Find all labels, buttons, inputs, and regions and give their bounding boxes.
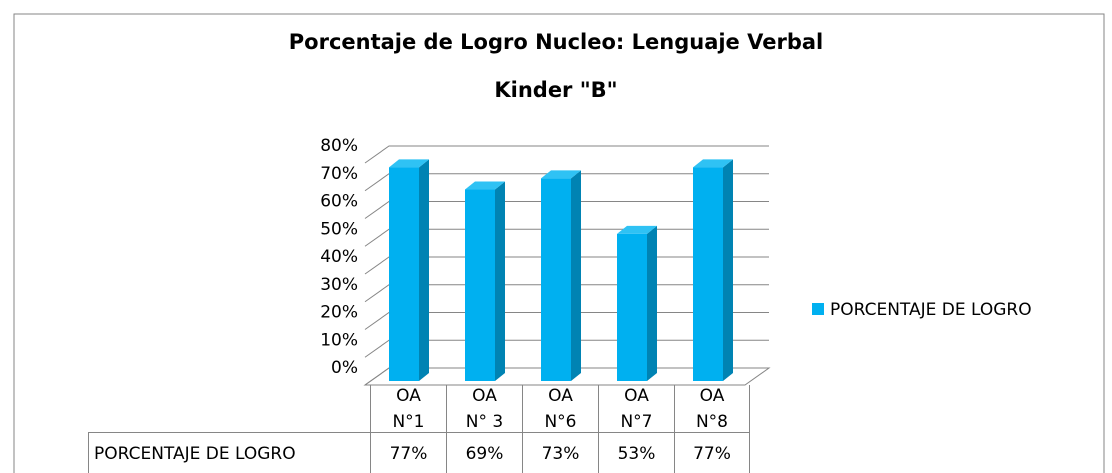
y-tick-label: 60%: [320, 192, 358, 212]
bar-top: [389, 159, 429, 168]
bar: [617, 233, 647, 381]
legend-swatch: [812, 303, 824, 315]
bar-side: [647, 225, 657, 381]
y-tick-label: 50%: [320, 219, 358, 239]
bar: [541, 178, 571, 381]
chart-subtitle: Kinder "B": [494, 78, 617, 102]
category-cell: OA N°1: [370, 385, 446, 432]
bar: [389, 167, 419, 381]
y-tick-label: 20%: [320, 303, 358, 323]
x-tick-label: OA N° 3: [465, 385, 504, 432]
bar-side: [723, 159, 733, 381]
legend-label: PORCENTAJE DE LOGRO: [830, 300, 1032, 320]
chart-title: Porcentaje de Logro Nucleo: Lenguaje Ver…: [289, 30, 823, 54]
x-tick-label: OA N°6: [544, 385, 577, 432]
bar-side: [571, 170, 581, 381]
value-label: 77%: [370, 432, 446, 473]
x-tick-label: OA N°8: [695, 385, 729, 432]
y-tick-label: 0%: [331, 358, 358, 378]
bar-top: [465, 181, 505, 190]
bar: [693, 167, 723, 381]
value-label: 69%: [446, 432, 522, 473]
value-label: 53%: [598, 432, 674, 473]
category-cell: OA N° 3: [446, 385, 522, 432]
x-tick-label: OA N°7: [620, 385, 653, 432]
y-tick-label: 30%: [320, 275, 358, 295]
category-cell: OA N°8: [674, 385, 750, 432]
bar-side: [419, 159, 429, 381]
bar-top: [693, 159, 733, 168]
y-tick-label: 40%: [320, 247, 358, 267]
value-label: 73%: [522, 432, 598, 473]
category-cell: OA N°6: [522, 385, 598, 432]
y-tick-label: 10%: [320, 330, 358, 350]
grid-line: [364, 145, 769, 164]
bar-top: [617, 225, 657, 234]
bar-top: [541, 170, 581, 179]
y-tick-label: 70%: [320, 164, 358, 184]
table-row-label: PORCENTAJE DE LOGRO: [88, 432, 370, 473]
bar-side: [495, 181, 505, 381]
value-label: 77%: [674, 432, 750, 473]
x-tick-label: OA N°1: [392, 385, 425, 432]
category-cell: OA N°7: [598, 385, 674, 432]
bar: [465, 189, 495, 381]
y-tick-label: 80%: [320, 136, 358, 156]
